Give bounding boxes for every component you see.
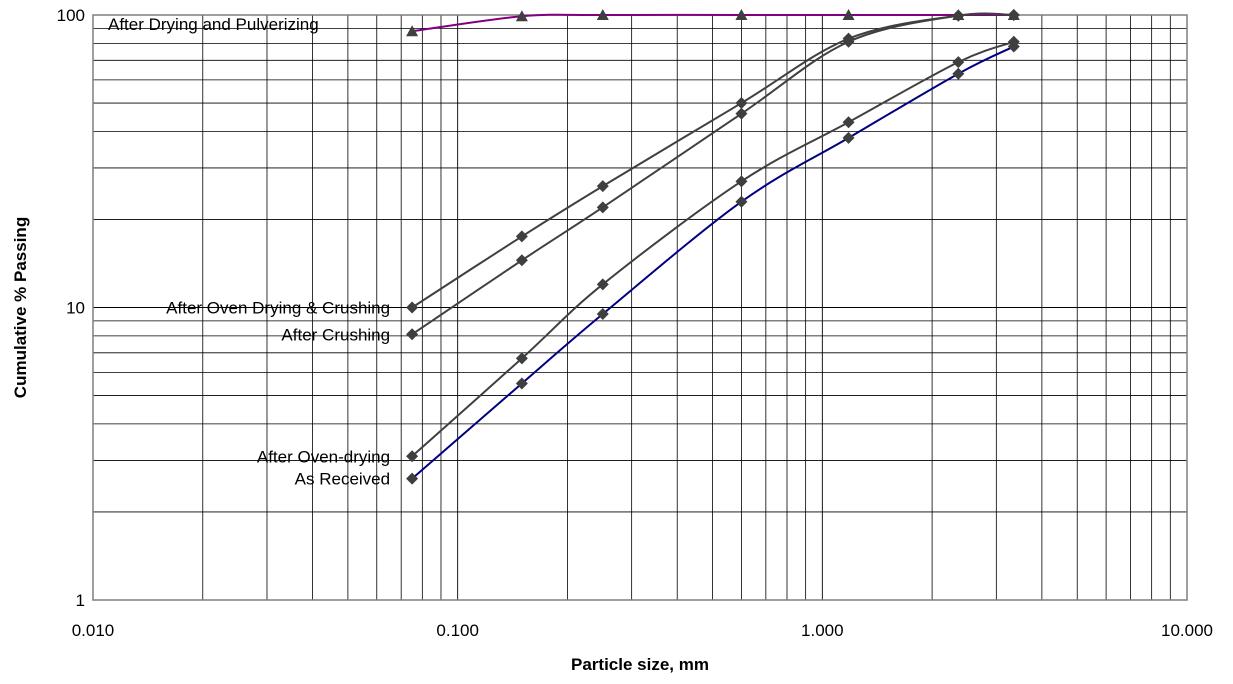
data-point — [515, 352, 528, 365]
data-point — [735, 97, 748, 110]
y-tick-label: 10 — [66, 299, 85, 318]
y-tick-label: 100 — [57, 6, 85, 25]
y-tick-label: 1 — [76, 591, 85, 610]
data-point — [596, 308, 609, 321]
series-label-after-crushing: After Crushing — [281, 325, 390, 344]
data-point — [406, 25, 419, 37]
data-point — [952, 56, 965, 69]
data-point — [596, 201, 609, 214]
data-point — [952, 67, 965, 80]
data-point — [735, 107, 748, 120]
data-point — [596, 180, 609, 193]
x-tick-label: 10.000 — [1161, 621, 1213, 640]
data-point — [735, 9, 748, 20]
data-point — [406, 301, 419, 314]
data-point — [515, 10, 528, 22]
x-axis-title: Particle size, mm — [571, 655, 709, 674]
x-tick-label: 0.100 — [436, 621, 479, 640]
data-point — [596, 9, 609, 20]
series-label-as-received: As Received — [295, 470, 390, 489]
series-label-after-oven-drying-crushing: After Oven Drying & Crushing — [166, 299, 390, 318]
data-point — [842, 131, 855, 144]
series-after-crushing — [406, 9, 1020, 341]
data-point — [842, 35, 855, 48]
data-point — [842, 116, 855, 129]
data-point — [1007, 40, 1020, 53]
data-point — [842, 9, 855, 20]
y-axis-title: Cumulative % Passing — [11, 217, 30, 398]
tick-layer: 0.010 0.100 1.000 10.000 1 10 100 — [57, 6, 1213, 640]
series-as-received — [406, 40, 1020, 485]
data-point — [406, 450, 419, 463]
grid-layer — [92, 15, 1187, 601]
data-point — [596, 278, 609, 291]
label-layer: After Drying and Pulverizing After Oven D… — [108, 15, 390, 488]
x-tick-label: 0.010 — [72, 621, 115, 640]
data-point — [735, 195, 748, 208]
data-point — [735, 175, 748, 188]
data-point — [406, 472, 419, 485]
series-label-after-drying-and-pulverizing: After Drying and Pulverizing — [108, 15, 319, 34]
data-point — [1007, 9, 1020, 21]
data-point — [515, 377, 528, 390]
series-label-after-oven-drying: After Oven-drying — [257, 447, 390, 466]
x-tick-label: 1.000 — [801, 621, 844, 640]
data-point — [406, 328, 419, 341]
data-point — [515, 254, 528, 267]
data-point — [515, 230, 528, 243]
series-layer — [406, 9, 1020, 485]
data-point — [952, 9, 965, 22]
